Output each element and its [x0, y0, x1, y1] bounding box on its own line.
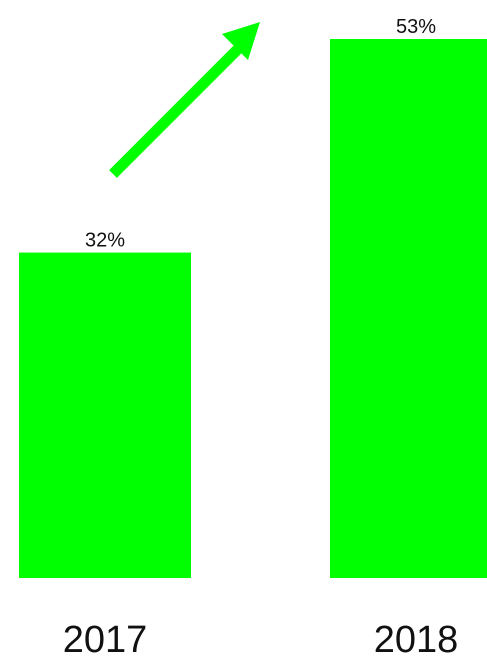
bars-layer — [19, 39, 487, 578]
bar-2018 — [330, 39, 487, 578]
value-label-2017: 32% — [85, 230, 125, 252]
bar-2017 — [19, 252, 191, 578]
labels-layer: 32% 2017 53% 2018 — [63, 16, 459, 657]
category-label-2018: 2018 — [374, 619, 459, 657]
value-label-2018: 53% — [396, 16, 436, 38]
up-right-arrow-icon — [109, 22, 260, 178]
category-label-2017: 2017 — [63, 619, 148, 657]
